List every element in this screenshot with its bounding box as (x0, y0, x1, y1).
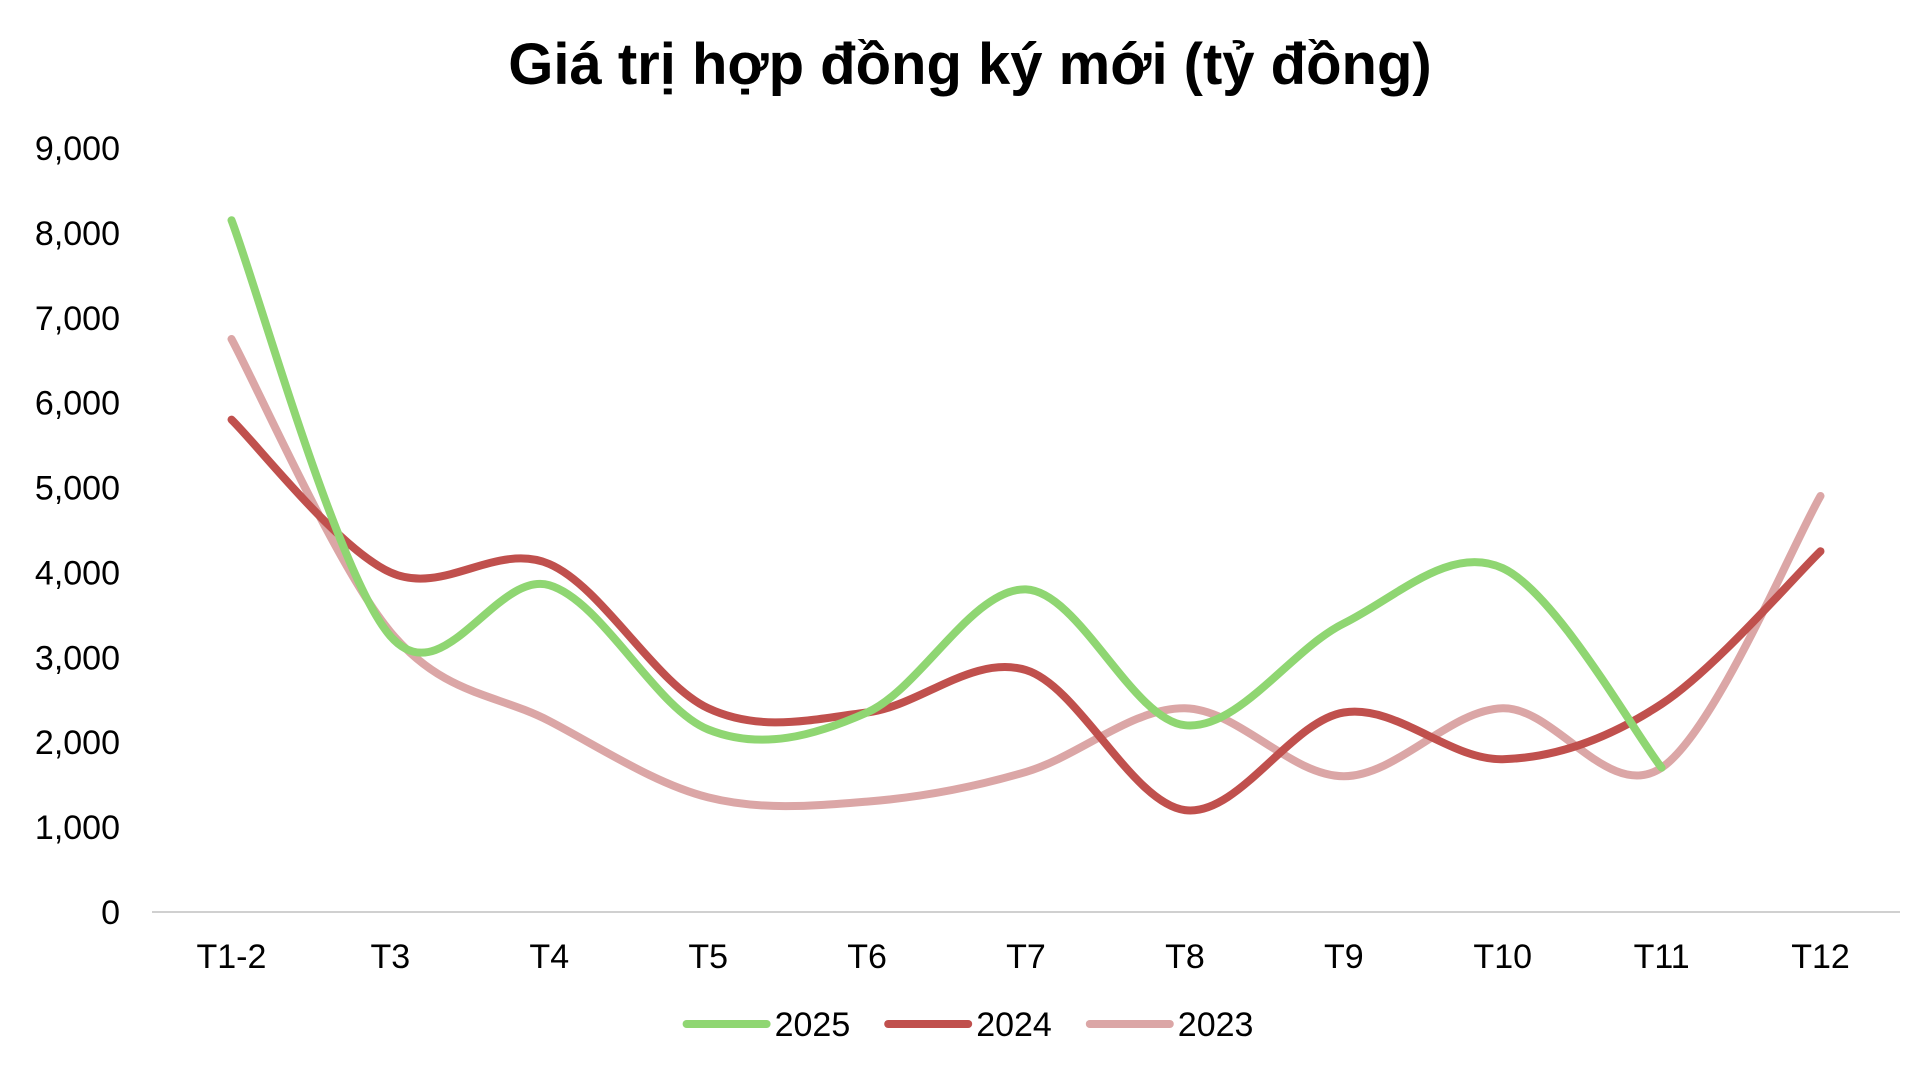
y-tick-label: 5,000 (35, 470, 120, 508)
x-tick-label: T10 (1473, 938, 1532, 976)
x-tick-label: T6 (847, 938, 887, 976)
series-layer (227, 216, 1825, 815)
series-line-2023 (227, 335, 1825, 811)
x-tick-label: T3 (371, 938, 411, 976)
x-tick-label: T1-2 (196, 938, 266, 976)
x-tick-label: T9 (1324, 938, 1364, 976)
chart-title: Giá trị hợp đồng ký mới (tỷ đồng) (508, 32, 1431, 97)
y-tick-label: 9,000 (35, 130, 120, 168)
y-tick-label: 6,000 (35, 385, 120, 423)
legend-label: 2023 (1178, 1006, 1254, 1044)
x-tick-label: T12 (1791, 938, 1850, 976)
x-tick-label: T7 (1006, 938, 1046, 976)
y-tick-label: 8,000 (35, 215, 120, 253)
x-tick-label: T4 (529, 938, 569, 976)
y-tick-label: 7,000 (35, 300, 120, 338)
legend-label: 2025 (775, 1006, 851, 1044)
y-tick-label: 3,000 (35, 639, 120, 677)
legend-item-2024: 2024 (884, 1006, 1052, 1044)
y-tick-label: 4,000 (35, 554, 120, 592)
axis-layer: 0 1,000 2,000 3,000 4,000 5,000 6,000 7,000 8,00… (35, 130, 1900, 976)
legend: 2025 2024 2023 (682, 1006, 1254, 1044)
series-line-2024 (227, 415, 1825, 815)
y-tick-label: 1,000 (35, 809, 120, 847)
y-tick-label: 2,000 (35, 724, 120, 762)
x-tick-label: T11 (1634, 938, 1690, 976)
legend-item-2025: 2025 (682, 1006, 851, 1044)
x-tick-label: T5 (688, 938, 728, 976)
y-tick-label: 0 (101, 894, 120, 932)
x-tick-label: T8 (1165, 938, 1205, 976)
series-line-2025 (227, 216, 1666, 772)
legend-item-2023: 2023 (1085, 1006, 1254, 1044)
legend-label: 2024 (976, 1006, 1052, 1044)
